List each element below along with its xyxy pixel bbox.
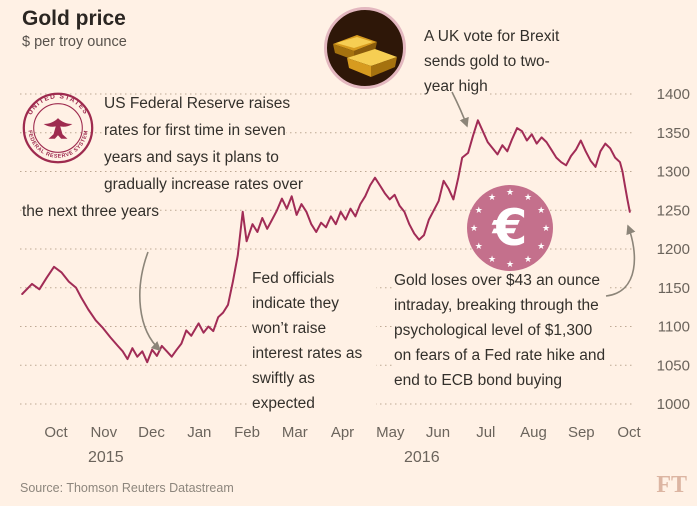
- y-axis-label: 1150: [658, 280, 690, 297]
- ft-logo: FT: [656, 472, 687, 498]
- annotation-brexit: A UK vote for Brexit sends gold to two-y…: [424, 24, 564, 99]
- y-axis-label: 1400: [657, 86, 690, 103]
- annotation-gold-drop: Gold loses over $43 an ounce intraday, b…: [392, 268, 610, 393]
- euro-sign-icon: €: [492, 199, 528, 257]
- x-axis-month-label: Oct: [44, 424, 68, 441]
- x-axis-month-label: Feb: [234, 424, 260, 441]
- euro-star-icon: ★: [506, 187, 514, 197]
- annotation-fed-rate-raise: UNITED STATES FEDERAL RESERVE SYSTEM US …: [22, 90, 310, 225]
- svg-text:UNITED STATES: UNITED STATES: [27, 93, 89, 116]
- x-axis-year-2016: 2016: [404, 449, 440, 466]
- euro-badge-circle: [467, 185, 553, 271]
- euro-star-icon: ★: [542, 223, 550, 233]
- annotation-brexit-text: A UK vote for Brexit sends gold to two-y…: [424, 28, 560, 95]
- y-axis-label: 1300: [657, 164, 690, 181]
- x-axis-month-label: Jan: [187, 424, 211, 441]
- euro-star-icon: ★: [488, 192, 496, 202]
- y-axis-label: 1050: [657, 357, 690, 374]
- euro-star-icon: ★: [524, 254, 532, 264]
- x-axis-month-label: Oct: [617, 424, 641, 441]
- gold-bars-badge: [323, 6, 407, 95]
- x-axis-month-label: Mar: [282, 424, 308, 441]
- euro-star-icon: ★: [470, 223, 478, 233]
- y-axis-label: 1000: [657, 396, 690, 413]
- x-axis-month-label: Jul: [476, 424, 495, 441]
- x-axis-month-label: Dec: [138, 424, 165, 441]
- x-axis-month-label: May: [376, 424, 405, 441]
- x-axis-year-2015: 2015: [88, 449, 124, 466]
- euro-star-icon: ★: [488, 254, 496, 264]
- euro-star-icon: ★: [537, 205, 545, 215]
- euro-star-icon: ★: [506, 259, 514, 269]
- euro-star-icon: ★: [537, 241, 545, 251]
- source-credit: Source: Thomson Reuters Datastream: [20, 481, 234, 495]
- annotation-fed-officials-text: Fed officials indicate they won’t raise …: [252, 270, 363, 412]
- euro-star-icon: ★: [524, 192, 532, 202]
- seal-top-text: UNITED STATES: [27, 93, 88, 116]
- y-axis-label: 1200: [657, 241, 690, 258]
- page-title: Gold price: [22, 7, 126, 30]
- x-axis-month-label: Sep: [568, 424, 595, 441]
- annotation-fed-officials: Fed officials indicate they won’t raise …: [250, 266, 376, 416]
- euro-star-icon: ★: [475, 205, 483, 215]
- y-axis-label: 1100: [658, 319, 690, 336]
- euro-badge: ★ ★ ★ ★ ★ ★ ★ ★ ★ ★ ★ ★ €: [465, 183, 555, 278]
- gold-bars-icon: [333, 35, 397, 77]
- chart-subtitle-units: $ per troy ounce: [22, 34, 127, 50]
- eagle-icon: [43, 118, 73, 139]
- gold-price-line: [21, 119, 631, 364]
- x-axis-month-label: Nov: [90, 424, 117, 441]
- annotation-gold-drop-text: Gold loses over $43 an ounce intraday, b…: [394, 272, 606, 389]
- x-axis-month-label: Aug: [520, 424, 547, 441]
- federal-reserve-seal-icon: UNITED STATES FEDERAL RESERVE SYSTEM: [22, 92, 94, 173]
- x-axis-month-label: Apr: [331, 424, 354, 441]
- y-axis-label: 1250: [657, 202, 690, 219]
- euro-star-icon: ★: [475, 241, 483, 251]
- y-axis-label: 1350: [657, 125, 690, 142]
- x-axis-month-label: Jun: [426, 424, 450, 441]
- euro-stars: ★ ★ ★ ★ ★ ★ ★ ★ ★ ★ ★ ★: [470, 187, 550, 269]
